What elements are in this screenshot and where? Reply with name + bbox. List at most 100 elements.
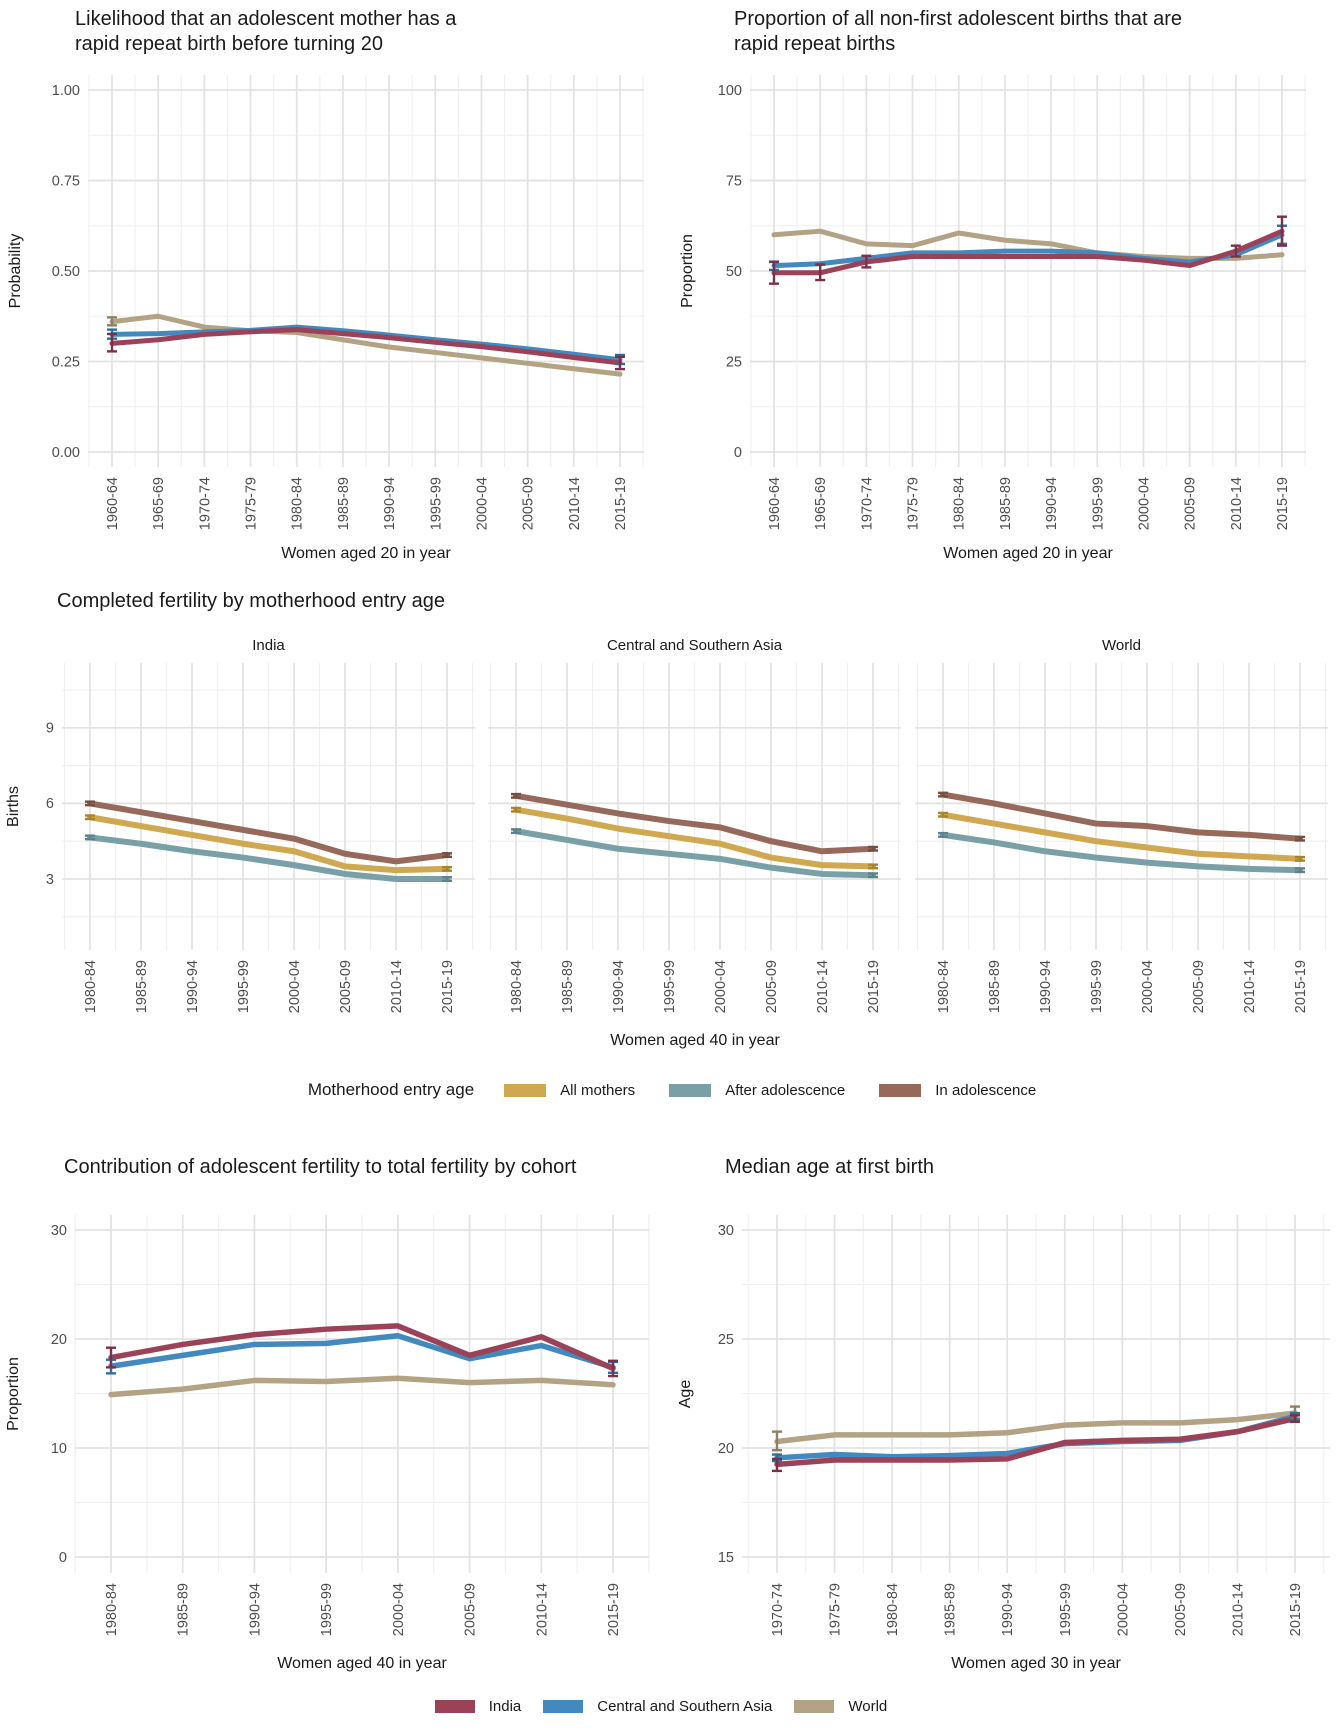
x-tick-label: 1980-84 — [885, 1583, 901, 1636]
x-tick-label: 1985-89 — [987, 960, 1003, 1013]
y-tick-label: 0.00 — [52, 445, 80, 461]
x-tick-label: 1995-99 — [319, 1583, 335, 1636]
series-line-india — [109, 327, 623, 366]
x-tick-label: 1985-89 — [134, 960, 150, 1013]
x-tick-label: 1995-99 — [1090, 477, 1106, 530]
legend-item-world: World — [794, 1698, 887, 1715]
x-tick-label: 2000-04 — [474, 477, 490, 530]
x-tick-label: 2005-09 — [521, 477, 537, 530]
chart-rapid-repeat-likelihood: Likelihood that an adolescent mother has… — [7, 8, 644, 562]
x-tick-label: 1980-84 — [83, 960, 99, 1013]
x-tick-label: 1970-74 — [859, 477, 875, 530]
central-southern-asia-swatch — [543, 1700, 584, 1713]
legend-item-in-adolescence: In adolescence — [879, 1082, 1036, 1099]
legend-item-central-southern-asia: Central and Southern Asia — [543, 1698, 772, 1715]
y-tick-label: 1.00 — [52, 83, 80, 99]
x-tick-label: 2010-14 — [389, 960, 405, 1013]
y-axis-label: Age — [677, 1380, 694, 1409]
series-line-all-mothers — [87, 814, 450, 874]
x-tick-label: 1995-99 — [662, 960, 678, 1013]
central-southern-asia-label: Central and Southern Asia — [597, 1698, 773, 1715]
chart-title: Proportion of all non-first adolescent b… — [734, 8, 1182, 30]
legend-item-india: India — [434, 1698, 521, 1715]
x-tick-label: 2015-19 — [866, 960, 882, 1013]
y-axis-label: Births — [5, 786, 22, 827]
chart-title: rapid repeat births — [734, 33, 895, 55]
x-tick-label: 1990-94 — [611, 960, 627, 1013]
bottom-chart-row: Contribution of adolescent fertility to … — [0, 1125, 1344, 1685]
x-tick-label: 1990-94 — [185, 960, 201, 1013]
x-tick-label: 2010-14 — [1229, 477, 1245, 530]
x-tick-label: 1995-99 — [236, 960, 252, 1013]
x-tick-label: 2005-09 — [1183, 477, 1199, 530]
after-adolescence-label: After adolescence — [725, 1081, 846, 1099]
all-mothers-swatch — [504, 1083, 547, 1097]
region-legend: India Central and Southern Asia World — [0, 1685, 1344, 1728]
x-tick-label: 2005-09 — [764, 960, 780, 1013]
x-tick-label: 1980-84 — [290, 477, 306, 530]
series-line-india — [774, 1415, 1298, 1468]
x-tick-label: 1980-84 — [936, 960, 952, 1013]
x-tick-label: 2010-14 — [815, 960, 831, 1013]
x-tick-label: 2010-14 — [1242, 960, 1258, 1013]
y-tick-label: 9 — [46, 721, 54, 737]
after-adolescence-swatch — [669, 1083, 712, 1097]
series-line-all-mothers — [940, 811, 1303, 862]
series-line-in-adolescence — [87, 800, 450, 865]
y-tick-label: 30 — [51, 1223, 67, 1239]
y-tick-label: 100 — [718, 83, 742, 99]
facet-strip-label: World — [1102, 637, 1141, 654]
x-tick-label: 2000-04 — [713, 960, 729, 1013]
x-tick-label: 1985-89 — [998, 477, 1014, 530]
motherhood-entry-age-legend: Motherhood entry age All mothers After a… — [0, 1055, 1344, 1125]
y-tick-label: 6 — [46, 796, 54, 812]
y-tick-label: 0 — [59, 1550, 67, 1566]
series-line-after-adolescence — [87, 834, 450, 882]
y-tick-label: 75 — [726, 173, 742, 189]
series-line-after-adolescence — [513, 828, 876, 879]
y-tick-label: 0.75 — [52, 173, 80, 189]
x-tick-label: 2005-09 — [1191, 960, 1207, 1013]
y-tick-label: 15 — [718, 1550, 734, 1566]
y-tick-label: 25 — [726, 354, 742, 370]
x-tick-label: 2000-04 — [1115, 1583, 1131, 1636]
chart-title: Contribution of adolescent fertility to … — [64, 1156, 577, 1178]
in-adolescence-swatch — [879, 1083, 922, 1097]
x-tick-label: 2000-04 — [1136, 477, 1152, 530]
x-tick-label: 2015-19 — [1293, 960, 1309, 1013]
y-tick-label: 3 — [46, 872, 54, 888]
x-tick-label: 1995-99 — [1089, 960, 1105, 1013]
x-tick-label: 1980-84 — [509, 960, 525, 1013]
y-tick-label: 20 — [718, 1441, 734, 1457]
series-line-in-adolescence — [513, 792, 876, 855]
x-axis-title: Women aged 40 in year — [610, 1032, 780, 1049]
legend-item-after-adolescence: After adolescence — [669, 1082, 845, 1099]
x-tick-label: 1990-94 — [382, 477, 398, 530]
chart-adolescent-fertility-contribution: Contribution of adolescent fertility to … — [5, 1156, 650, 1672]
x-tick-label: 1990-94 — [1044, 477, 1060, 530]
x-tick-label: 2005-09 — [338, 960, 354, 1013]
y-tick-label: 25 — [718, 1332, 734, 1348]
x-tick-label: 2005-09 — [463, 1583, 479, 1636]
x-tick-label: 1965-69 — [813, 477, 829, 530]
chart-title: Median age at first birth — [725, 1156, 934, 1178]
x-tick-label: 1985-89 — [943, 1583, 959, 1636]
x-tick-label: 1990-94 — [1000, 1583, 1016, 1636]
series-line-world — [108, 1375, 616, 1398]
facet-strip-label: India — [252, 637, 285, 654]
x-tick-label: 1970-74 — [770, 1583, 786, 1636]
x-axis-title: Women aged 40 in year — [277, 1655, 447, 1672]
x-tick-label: 1990-94 — [1038, 960, 1054, 1013]
x-tick-label: 2015-19 — [613, 477, 629, 530]
y-tick-label: 10 — [51, 1441, 67, 1457]
y-axis-label: Proportion — [679, 234, 696, 308]
x-tick-label: 2000-04 — [391, 1583, 407, 1636]
series-line-central-and-southern-asia — [108, 1332, 616, 1371]
x-tick-label: 1985-89 — [560, 960, 576, 1013]
chart-median-age-first-birth: Median age at first birth 15 20 25 30 1970-74… — [677, 1156, 1330, 1672]
x-tick-label: 2010-14 — [567, 477, 583, 530]
x-tick-label: 1975-79 — [244, 477, 260, 530]
series-line-in-adolescence — [940, 791, 1303, 842]
x-tick-label: 2015-19 — [1288, 1583, 1304, 1636]
